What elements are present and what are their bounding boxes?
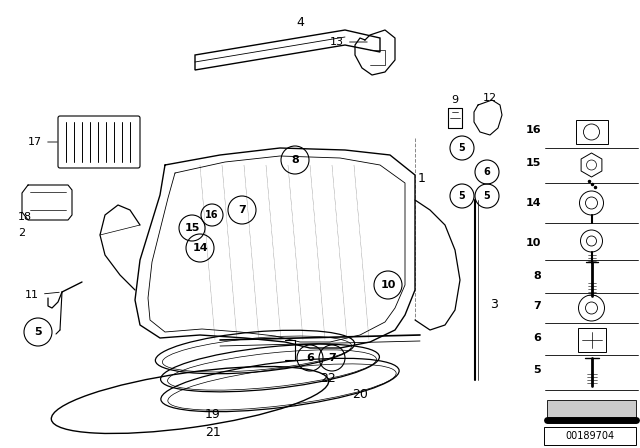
Text: 5: 5	[459, 191, 465, 201]
Text: 12: 12	[483, 93, 497, 103]
Text: 19: 19	[205, 409, 221, 422]
Text: 18: 18	[18, 212, 32, 222]
Text: 5: 5	[484, 191, 490, 201]
Text: 20: 20	[352, 388, 368, 401]
Text: 16: 16	[525, 125, 541, 135]
Text: 1: 1	[418, 172, 426, 185]
Text: 11: 11	[25, 290, 60, 300]
Text: 5: 5	[459, 143, 465, 153]
Text: 14: 14	[525, 198, 541, 208]
Text: 3: 3	[490, 298, 498, 311]
FancyBboxPatch shape	[547, 400, 636, 418]
Text: 15: 15	[184, 223, 200, 233]
Text: 6: 6	[484, 167, 490, 177]
Text: 7: 7	[328, 353, 336, 363]
Text: 00189704: 00189704	[565, 431, 614, 441]
Text: 6: 6	[306, 353, 314, 363]
Text: 10: 10	[525, 238, 541, 248]
Text: 4: 4	[296, 16, 304, 29]
Text: 9: 9	[451, 95, 459, 105]
Text: 6: 6	[533, 333, 541, 343]
Text: 13: 13	[330, 37, 367, 47]
Text: 5: 5	[34, 327, 42, 337]
Text: 21: 21	[205, 426, 221, 439]
Text: 8: 8	[291, 155, 299, 165]
Text: 14: 14	[192, 243, 208, 253]
Text: 16: 16	[205, 210, 219, 220]
Text: 15: 15	[525, 158, 541, 168]
FancyBboxPatch shape	[544, 427, 636, 445]
Text: 8: 8	[533, 271, 541, 281]
Text: 7: 7	[533, 301, 541, 311]
Text: 7: 7	[238, 205, 246, 215]
Text: 10: 10	[380, 280, 396, 290]
Text: 22: 22	[320, 371, 336, 384]
Text: 17: 17	[28, 137, 57, 147]
Text: 2: 2	[18, 228, 25, 238]
Text: 5: 5	[533, 365, 541, 375]
